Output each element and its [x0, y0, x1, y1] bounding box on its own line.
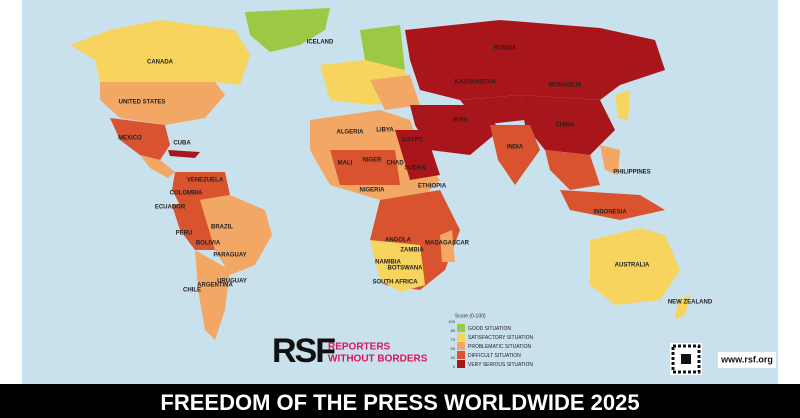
url-box: [718, 352, 776, 368]
country-label: NEW ZEALAND: [668, 300, 713, 306]
country-label: ANGOLA: [385, 238, 412, 244]
country-label: MEXICO: [118, 136, 142, 142]
country-label: CHAD: [386, 161, 404, 167]
logo-mark: RSF: [272, 332, 335, 370]
country-label: SUDAN: [404, 166, 425, 172]
legend-label: DIFFICULT SITUATION: [468, 353, 521, 359]
legend-scale: 100: [448, 319, 455, 324]
country-label: PARAGUAY: [213, 253, 246, 259]
country-label: ALGERIA: [337, 130, 365, 136]
title: FREEDOM OF THE PRESS WORLDWIDE 2025: [160, 390, 639, 415]
country-label: CANADA: [147, 60, 174, 66]
country-label: NIGER: [362, 158, 382, 164]
country-label: CHINA: [556, 123, 576, 129]
country-label: ETHIOPIA: [418, 184, 447, 190]
land: [70, 8, 690, 340]
legend-swatch: [457, 333, 465, 341]
country-label: PERU: [176, 231, 193, 237]
website[interactable]: www.rsf.org: [720, 354, 773, 364]
country-label: BOTSWANA: [388, 266, 424, 272]
country-label: URUGUAY: [217, 279, 247, 285]
country-label: MALI: [338, 161, 353, 167]
legend-label: SATISFACTORY SITUATION: [468, 335, 533, 341]
legend-scale: 85: [451, 328, 456, 333]
legend-swatch: [457, 351, 465, 359]
country-label: ZAMBIA: [400, 248, 424, 254]
country-label: BRAZIL: [211, 225, 233, 231]
country-label: MONGOLIA: [549, 83, 583, 89]
logo-line: REPORTERS: [328, 342, 391, 353]
legend-label: VERY SERIOUS SITUATION: [468, 362, 533, 368]
country-label: KAZAKHSTAN: [454, 80, 495, 86]
legend-scale: 70: [451, 337, 456, 342]
country-labels: CANADA UNITED STATES MEXICO CUBA VENEZUELA CO…: [118, 40, 713, 306]
country-label: BOLIVIA: [196, 241, 221, 247]
legend-label: GOOD SITUATION: [468, 326, 511, 332]
country-label: VENEZUELA: [187, 178, 224, 184]
legend-label: PROBLEMATIC SITUATION: [468, 344, 532, 350]
country-label: NIGERIA: [359, 188, 385, 194]
qr-code: [670, 343, 702, 375]
country-label: IRAN: [453, 118, 468, 124]
country-label: AUSTRALIA: [615, 263, 650, 269]
country-label: SOUTH AFRICA: [372, 280, 418, 286]
country-label: INDIA: [507, 145, 524, 151]
country-label: RUSSIA: [494, 46, 517, 52]
country-label: UNITED STATES: [119, 100, 166, 106]
country-label: ARGENTINA: [197, 283, 233, 289]
logo-line: WITHOUT BORDERS: [328, 354, 428, 365]
legend-scale: 40: [451, 355, 456, 360]
legend-scale: 55: [451, 346, 456, 351]
legend-scale: 0: [453, 364, 456, 369]
legend-swatch: [457, 324, 465, 332]
country-label: LIBYA: [376, 128, 394, 134]
legend: Score (0-100) GOOD SITUATION SATISFACTORY…: [448, 313, 533, 369]
legend-title: Score (0-100): [455, 313, 486, 319]
logo: RSF REPORTERS WITHOUT BORDERS: [272, 332, 428, 370]
country-label: EGYPT: [402, 138, 423, 144]
title-bar: [0, 384, 800, 418]
country-label: COLOMBIA: [170, 191, 203, 197]
legend-swatch: [457, 360, 465, 368]
legend-swatch: [457, 342, 465, 350]
country-label: PHILIPPINES: [613, 170, 650, 176]
country-label: CUBA: [173, 141, 191, 147]
country-label: MADAGASCAR: [425, 241, 470, 247]
country-label: NAMIBIA: [375, 260, 401, 266]
country-label: ICELAND: [307, 40, 334, 46]
country-label: ECUADOR: [155, 205, 186, 211]
country-label: CHILE: [183, 288, 201, 294]
country-label: INDONESIA: [593, 210, 627, 216]
